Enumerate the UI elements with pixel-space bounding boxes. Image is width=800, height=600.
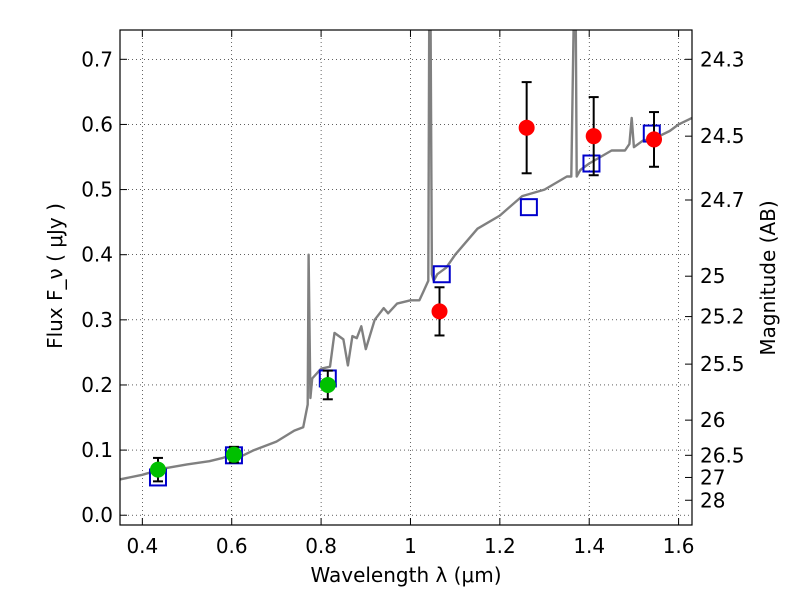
- x-tick-label: 0.4: [126, 534, 158, 558]
- y-tick-label: 0.7: [81, 47, 113, 71]
- red-photometry-point: [431, 303, 448, 320]
- x-tick-label: 1.4: [573, 534, 605, 558]
- y-tick-label: 0.1: [81, 438, 113, 462]
- y-tick-label: 0.4: [81, 243, 113, 267]
- x-tick-label: 1.2: [484, 534, 516, 558]
- y2-tick-label: 24.7: [700, 188, 745, 212]
- red-photometry-point: [585, 128, 602, 145]
- y2-tick-label: 27: [700, 465, 725, 489]
- y2-tick-label: 24.3: [700, 47, 745, 71]
- model-spectrum-line: [120, 30, 692, 481]
- red-photometry-point: [518, 119, 535, 136]
- y2-tick-label: 26.5: [700, 443, 745, 467]
- y2-tick-label: 24.5: [700, 124, 745, 148]
- y-tick-label: 0.6: [81, 112, 113, 136]
- axes: 0.4 0.6 0.8 1 1.2 1.4 1.6 0.0 0.1 0.2 0.3 0.4 0.5 0.6…: [81, 30, 745, 558]
- y-tick-label: 0.5: [81, 178, 113, 202]
- green-photometry-point: [149, 461, 166, 478]
- y2-axis-label: Magnitude (AB): [756, 200, 780, 355]
- y-tick-label: 0.0: [81, 503, 113, 527]
- y2-tick-label: 25.5: [700, 352, 745, 376]
- model-photometry-square: [432, 265, 451, 284]
- x-tick-label: 0.8: [305, 534, 337, 558]
- y2-tick-label: 28: [700, 488, 725, 512]
- model-photometry-square: [582, 154, 601, 173]
- grid: [120, 30, 692, 525]
- model-photometry-square: [519, 198, 538, 217]
- y2-tick-label: 26: [700, 408, 725, 432]
- series-layer: [120, 30, 692, 487]
- y2-tick-label: 25: [700, 264, 725, 288]
- red-photometry-point: [646, 131, 663, 148]
- x-tick-label: 0.6: [216, 534, 248, 558]
- x-tick-label: 1: [404, 534, 417, 558]
- green-photometry-point: [225, 446, 242, 463]
- y-tick-label: 0.3: [81, 308, 113, 332]
- x-axis-label: Wavelength λ (μm): [310, 563, 501, 587]
- x-tick-label: 1.6: [663, 534, 695, 558]
- green-photometry-point: [319, 376, 336, 393]
- y-axis-label: Flux F_ν ( μJy ): [43, 203, 67, 349]
- plot-frame: [119, 29, 693, 526]
- y2-tick-label: 25.2: [700, 305, 745, 329]
- y-tick-label: 0.2: [81, 373, 113, 397]
